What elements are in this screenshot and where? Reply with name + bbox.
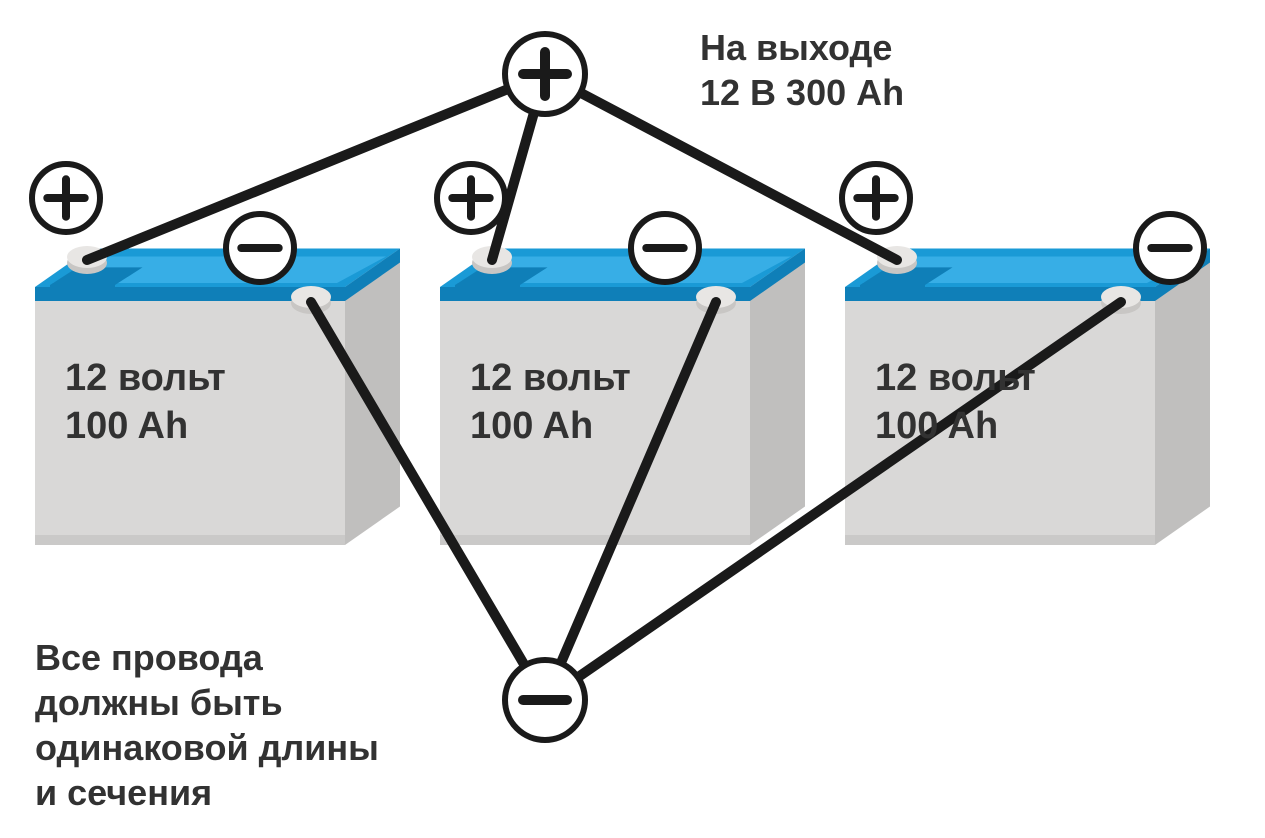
minus-symbol [226, 214, 294, 282]
battery-capacity-label: 100 Ah [470, 405, 593, 447]
battery-capacity-label: 100 Ah [875, 405, 998, 447]
output-line2: 12 В 300 Ah [700, 70, 904, 115]
battery-capacity-label: 100 Ah [65, 405, 188, 447]
note-line1: Все провода [35, 635, 379, 680]
note-line2: должны быть [35, 680, 379, 725]
note-line3: одинаковой длины [35, 725, 379, 770]
plus-symbol [32, 164, 100, 232]
plus-symbol [437, 164, 505, 232]
plus-symbol [505, 34, 585, 114]
battery-voltage-label: 12 вольт [875, 357, 1036, 399]
minus-symbol [505, 660, 585, 740]
output-label: На выходе 12 В 300 Ah [700, 25, 904, 115]
battery-voltage-label: 12 вольт [65, 357, 226, 399]
minus-symbol [631, 214, 699, 282]
note-line4: и сечения [35, 770, 379, 815]
output-line1: На выходе [700, 25, 904, 70]
plus-symbol [842, 164, 910, 232]
battery-voltage-label: 12 вольт [470, 357, 631, 399]
wire-note: Все провода должны быть одинаковой длины… [35, 635, 379, 815]
minus-symbol [1136, 214, 1204, 282]
